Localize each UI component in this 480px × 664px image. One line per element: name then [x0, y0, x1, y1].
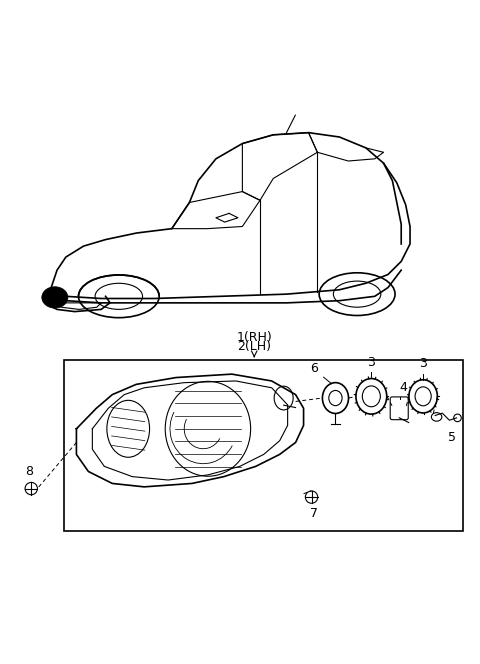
Bar — [64, 361, 463, 531]
Text: 7: 7 — [310, 507, 318, 520]
Ellipse shape — [42, 287, 68, 308]
Text: 5: 5 — [448, 431, 456, 444]
Text: 2(LH): 2(LH) — [237, 341, 271, 353]
Text: 3: 3 — [419, 357, 427, 371]
Text: 6: 6 — [310, 363, 318, 375]
Text: 1(RH): 1(RH) — [236, 331, 272, 344]
Text: 8: 8 — [25, 465, 33, 478]
Text: 4: 4 — [399, 381, 407, 394]
Text: 3: 3 — [367, 356, 375, 369]
